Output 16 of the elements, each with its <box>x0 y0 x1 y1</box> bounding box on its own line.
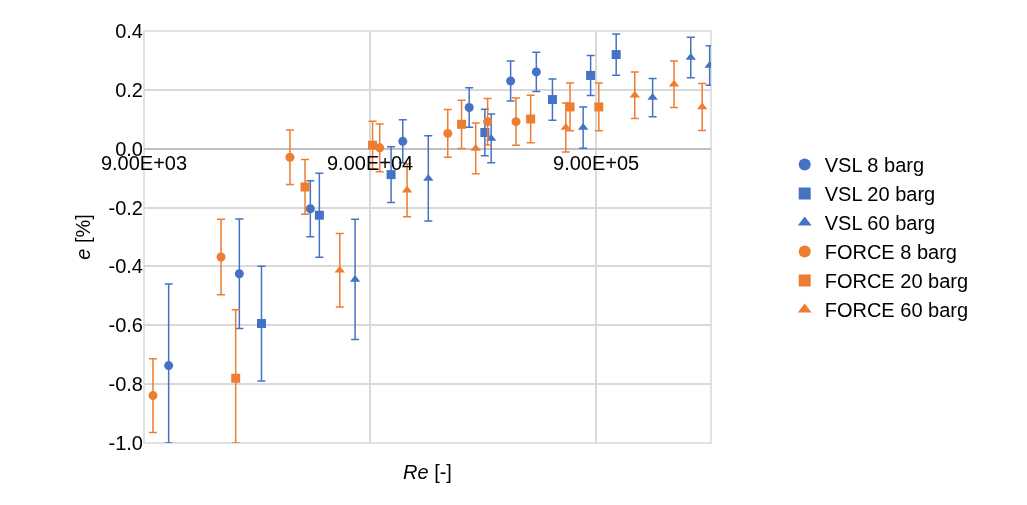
y-tick-label: 0.4 <box>115 20 143 42</box>
y-tick-label: 0.2 <box>115 78 143 101</box>
legend-label: VSL 60 barg <box>824 212 936 235</box>
legend-label: FORCE 8 barg <box>824 241 957 264</box>
y-tick-label: -1.0 <box>108 432 143 454</box>
y-tick-label: -0.2 <box>108 196 143 219</box>
y-tick-label: -0.8 <box>108 373 143 396</box>
y-tick-label: -0.4 <box>108 255 143 278</box>
x-tick-label: 9.00E+05 <box>553 151 640 174</box>
legend-label: FORCE 60 barg <box>824 299 969 322</box>
y-axis-title: e [%] <box>72 214 95 260</box>
legend-label: FORCE 20 barg <box>824 270 969 293</box>
legend-label: VSL 20 barg <box>824 183 936 206</box>
legend-label: VSL 8 barg <box>824 154 925 177</box>
x-axis-title: Re [-] <box>403 461 452 483</box>
y-tick-label: -0.6 <box>108 314 143 337</box>
